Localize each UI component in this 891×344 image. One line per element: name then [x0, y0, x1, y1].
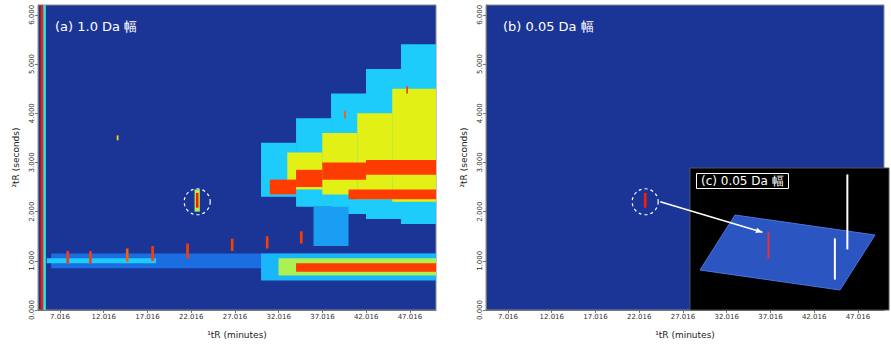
svg-text:37.016: 37.016 [310, 313, 335, 321]
svg-text:12.016: 12.016 [91, 313, 116, 321]
svg-text:42.016: 42.016 [802, 313, 827, 321]
svg-text:(c) 0.05 Da 幅: (c) 0.05 Da 幅 [701, 174, 784, 188]
svg-text:37.016: 37.016 [758, 313, 783, 321]
svg-text:2.000: 2.000 [476, 202, 484, 222]
svg-text:¹tR (minutes): ¹tR (minutes) [207, 330, 267, 340]
svg-text:1.000: 1.000 [476, 251, 484, 271]
svg-text:5.000: 5.000 [28, 54, 36, 74]
svg-text:0.000: 0.000 [28, 300, 36, 320]
svg-text:²tR (seconds): ²tR (seconds) [11, 127, 21, 187]
svg-text:¹tR (minutes): ¹tR (minutes) [655, 330, 715, 340]
svg-text:(b) 0.05 Da 幅: (b) 0.05 Da 幅 [503, 19, 594, 34]
svg-text:47.016: 47.016 [846, 313, 871, 321]
svg-text:2.000: 2.000 [28, 202, 36, 222]
svg-text:6.000: 6.000 [476, 5, 484, 25]
svg-text:4.000: 4.000 [476, 103, 484, 123]
svg-text:1.000: 1.000 [28, 251, 36, 271]
svg-text:32.016: 32.016 [714, 313, 739, 321]
svg-text:47.016: 47.016 [398, 313, 423, 321]
svg-text:17.016: 17.016 [583, 313, 608, 321]
svg-text:5.000: 5.000 [476, 54, 484, 74]
svg-text:3.000: 3.000 [476, 152, 484, 172]
svg-text:22.016: 22.016 [627, 313, 652, 321]
svg-text:(a) 1.0 Da 幅: (a) 1.0 Da 幅 [55, 19, 137, 34]
svg-text:6.000: 6.000 [28, 5, 36, 25]
svg-text:27.016: 27.016 [671, 313, 696, 321]
svg-text:²tR (seconds): ²tR (seconds) [459, 127, 469, 187]
svg-text:0.000: 0.000 [476, 300, 484, 320]
svg-text:7.016: 7.016 [50, 313, 71, 321]
svg-text:32.016: 32.016 [266, 313, 291, 321]
svg-text:3.000: 3.000 [28, 152, 36, 172]
svg-text:12.016: 12.016 [539, 313, 564, 321]
svg-text:22.016: 22.016 [179, 313, 204, 321]
svg-text:27.016: 27.016 [223, 313, 248, 321]
svg-text:7.016: 7.016 [498, 313, 519, 321]
svg-text:17.016: 17.016 [135, 313, 160, 321]
svg-text:42.016: 42.016 [354, 313, 379, 321]
svg-text:4.000: 4.000 [28, 103, 36, 123]
